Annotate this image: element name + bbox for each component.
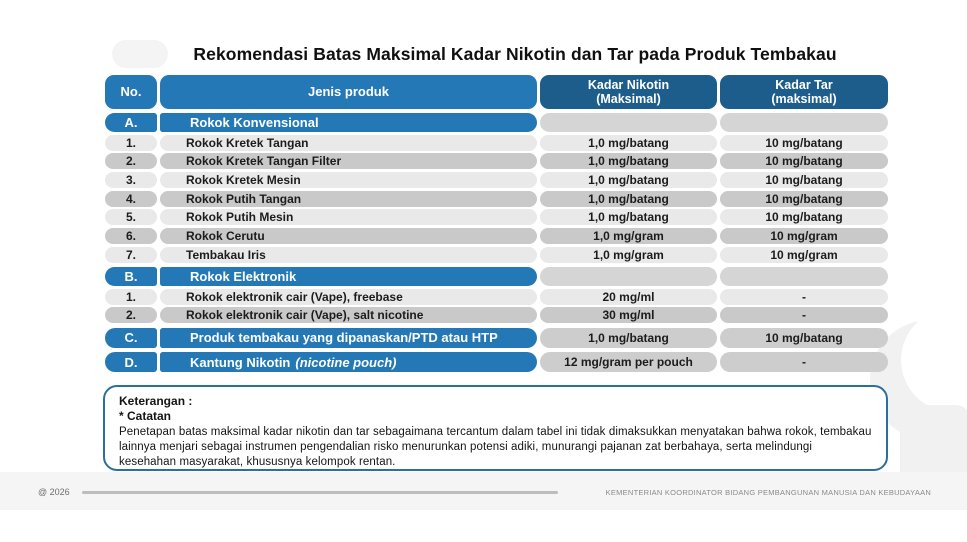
tar-value: 10 mg/batang (720, 209, 888, 226)
product-name: Rokok elektronik cair (Vape), salt nicot… (160, 307, 537, 324)
product-name: Rokok Cerutu (160, 228, 537, 245)
nicotine-value: 1,0 mg/batang (540, 327, 717, 348)
tar-value: 10 mg/batang (720, 134, 888, 151)
product-name: Rokok Putih Tangan (160, 190, 537, 207)
product-name-italic: (nicotine pouch) (295, 354, 397, 370)
header-tar: Kadar Tar (maksimal) (720, 75, 888, 109)
notes-body: Penetapan batas maksimal kadar nikotin d… (119, 426, 872, 468)
header-product: Jenis produk (160, 75, 537, 109)
row-number: 6. (105, 228, 157, 245)
product-name: Produk tembakau yang dipanaskan/PTD atau… (160, 327, 537, 348)
tar-value: 10 mg/batang (720, 327, 888, 348)
row-number: 2. (105, 307, 157, 324)
table-row: 1. Rokok Kretek Tangan 1,0 mg/batang 10 mg/… (105, 134, 888, 151)
tar-value: - (720, 307, 888, 324)
header-nicotine: Kadar Nikotin (Maksimal) (540, 75, 717, 109)
product-name: Tembakau Iris (160, 246, 537, 263)
table-row: 1. Rokok elektronik cair (Vape), freebase… (105, 288, 888, 305)
table-row: 5. Rokok Putih Mesin 1,0 mg/batang 10 mg/ba… (105, 209, 888, 226)
product-name: Rokok Kretek Tangan Filter (160, 153, 537, 170)
section-row: D. Kantung Nikotin (nicotine pouch) 12 mg/g… (105, 352, 888, 373)
product-name: Kantung Nikotin (nicotine pouch) (160, 352, 537, 373)
nicotine-value: 1,0 mg/gram (540, 246, 717, 263)
nicotine-value: 30 mg/ml (540, 307, 717, 324)
product-name: Rokok Putih Mesin (160, 209, 537, 226)
product-name: Rokok Kretek Tangan (160, 134, 537, 151)
faded-logo-ghost (112, 40, 168, 68)
tar-value: 10 mg/gram (720, 246, 888, 263)
table-row: 3. Rokok Kretek Mesin 1,0 mg/batang 10 mg/b… (105, 172, 888, 189)
tar-value: 10 mg/batang (720, 190, 888, 207)
row-number: 1. (105, 134, 157, 151)
row-number: 7. (105, 246, 157, 263)
notes-heading: Keterangan : (119, 394, 193, 408)
nicotine-value: 1,0 mg/batang (540, 134, 717, 151)
footer-divider-line (82, 491, 558, 494)
notes-subheading: * Catatan (119, 409, 172, 423)
tar-value: 10 mg/batang (720, 153, 888, 170)
table-row: 7. Tembakau Iris 1,0 mg/gram 10 mg/gram (105, 246, 888, 263)
nicotine-value: 20 mg/ml (540, 288, 717, 305)
footer-year: @ 2026 (38, 487, 70, 497)
row-number: 5. (105, 209, 157, 226)
nicotine-value: 1,0 mg/gram (540, 228, 717, 245)
header-tar-line1: Kadar Tar (775, 78, 833, 92)
header-nicotine-line2: (Maksimal) (596, 92, 661, 106)
table-row: 6. Rokok Cerutu 1,0 mg/gram 10 mg/gram (105, 228, 888, 245)
nicotine-value: 12 mg/gram per pouch (540, 352, 717, 373)
product-name: Rokok Kretek Mesin (160, 172, 537, 189)
product-name: Rokok elektronik cair (Vape), freebase (160, 288, 537, 305)
tobacco-limits-table: No. Jenis produk Kadar Nikotin (Maksimal… (105, 75, 888, 375)
nicotine-value (540, 113, 717, 132)
nicotine-value: 1,0 mg/batang (540, 172, 717, 189)
notes-box: Keterangan : * Catatan Penetapan batas m… (103, 385, 888, 471)
nicotine-value (540, 266, 717, 286)
section-row: A. Rokok Konvensional (105, 113, 888, 132)
tar-value: 10 mg/gram (720, 228, 888, 245)
tar-value (720, 266, 888, 286)
header-nicotine-line1: Kadar Nikotin (587, 78, 670, 92)
footer-ministry: KEMENTERIAN KOORDINATOR BIDANG PEMBANGUN… (605, 488, 931, 497)
row-number: 2. (105, 153, 157, 170)
table-header-row: No. Jenis produk Kadar Nikotin (Maksimal… (105, 75, 888, 109)
table-row: 2. Rokok elektronik cair (Vape), salt nic… (105, 307, 888, 324)
row-number: D. (105, 352, 157, 373)
section-row: C. Produk tembakau yang dipanaskan/PTD at… (105, 327, 888, 348)
table-body: A. Rokok Konvensional 1. Rokok Kretek Tanga… (105, 113, 888, 373)
page-title: Rekomendasi Batas Maksimal Kadar Nikotin… (193, 44, 837, 64)
table-row: 4. Rokok Putih Tangan 1,0 mg/batang 10 mg/b… (105, 190, 888, 207)
table-row: 2. Rokok Kretek Tangan Filter 1,0 mg/batan… (105, 153, 888, 170)
nicotine-value: 1,0 mg/batang (540, 209, 717, 226)
product-name: Rokok Konvensional (160, 113, 537, 132)
tar-value (720, 113, 888, 132)
nicotine-value: 1,0 mg/batang (540, 190, 717, 207)
tar-value: 10 mg/batang (720, 172, 888, 189)
section-row: B. Rokok Elektronik (105, 266, 888, 286)
header-no: No. (105, 75, 157, 109)
row-number: C. (105, 327, 157, 348)
row-number: 4. (105, 190, 157, 207)
row-number: 1. (105, 288, 157, 305)
row-number: A. (105, 113, 157, 132)
product-name: Rokok Elektronik (160, 266, 537, 286)
tar-value: - (720, 288, 888, 305)
header-no-label: No. (120, 83, 142, 99)
nicotine-value: 1,0 mg/batang (540, 153, 717, 170)
header-tar-line2: (maksimal) (771, 92, 837, 106)
row-number: B. (105, 266, 157, 286)
header-product-label: Jenis produk (308, 83, 389, 99)
tar-value: - (720, 352, 888, 373)
row-number: 3. (105, 172, 157, 189)
